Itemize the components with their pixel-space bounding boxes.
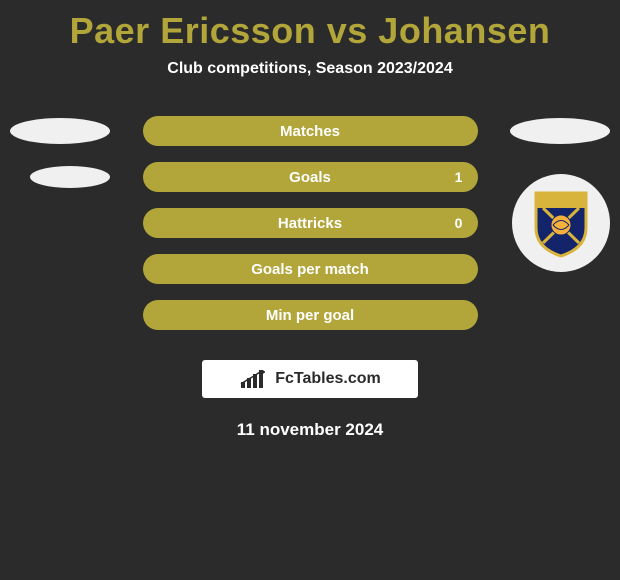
branding-text: FcTables.com: [275, 370, 381, 388]
stat-bar-goals-per-match: Goals per match: [143, 254, 478, 284]
stat-row: Hattricks 0: [0, 200, 620, 246]
stat-label: Matches: [280, 123, 340, 140]
avatar-placeholder-right: [510, 118, 610, 144]
stat-right-value: 1: [450, 169, 468, 185]
stat-bar-hattricks: Hattricks 0: [143, 208, 478, 238]
page-title: Paer Ericsson vs Johansen: [0, 0, 620, 60]
avatar-placeholder-left: [10, 118, 110, 144]
stat-row: Goals per match: [0, 246, 620, 292]
stat-label: Goals: [289, 169, 331, 186]
stat-label: Hattricks: [278, 215, 342, 232]
stat-row: Matches: [0, 108, 620, 154]
stat-bar-min-per-goal: Min per goal: [143, 300, 478, 330]
bar-chart-icon: [239, 368, 269, 390]
stat-row: Min per goal: [0, 292, 620, 338]
stat-bar-matches: Matches: [143, 116, 478, 146]
stat-rows: Matches Goals 1 Hattricks 0: [0, 108, 620, 338]
stat-bar-goals: Goals 1: [143, 162, 478, 192]
page-subtitle: Club competitions, Season 2023/2024: [0, 60, 620, 108]
stat-right-value: 0: [450, 215, 468, 231]
stat-label: Goals per match: [251, 261, 369, 278]
branding-badge: FcTables.com: [202, 360, 418, 398]
date-line: 11 november 2024: [0, 420, 620, 440]
stat-label: Min per goal: [266, 307, 354, 324]
avatar-placeholder-left: [30, 166, 110, 188]
